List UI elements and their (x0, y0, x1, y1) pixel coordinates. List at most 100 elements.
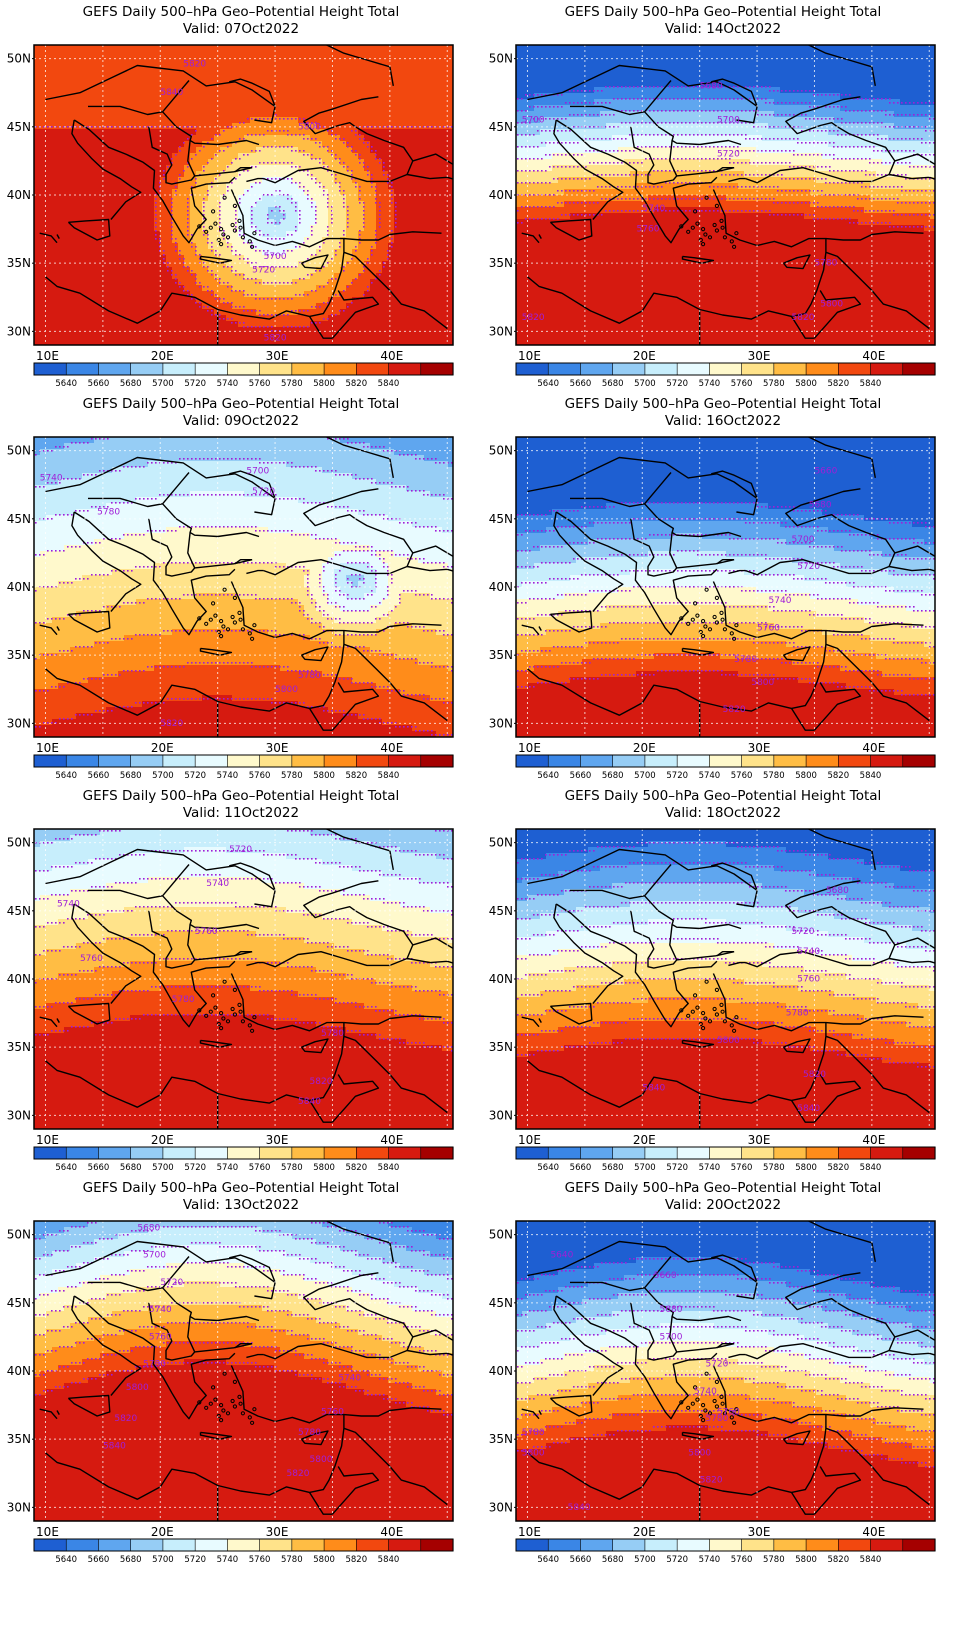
contour-label: 5780 (522, 1428, 545, 1438)
height-field: 5680 5700 5720 5740 5760 5780 5740 5800 5760 5820… (34, 1221, 453, 1521)
latitude-label: 30N (7, 716, 31, 730)
colorbar-swatch (838, 1538, 872, 1552)
contour-label: 5800 (126, 1383, 149, 1393)
contour-label: 5820 (723, 705, 746, 715)
colorbar-swatch (227, 754, 261, 768)
colorbar-label: 5840 (860, 1555, 882, 1565)
colorbar-label: 5760 (249, 379, 271, 389)
contour-label: 5800 (298, 122, 321, 132)
colorbar-swatch (98, 362, 132, 376)
contour-label: 5740 (694, 1387, 717, 1397)
colorbar-label: 5720 (184, 1163, 206, 1173)
valid-date: 09Oct2022 (224, 413, 299, 429)
colorbar-label: 5640 (537, 1163, 559, 1173)
colorbar-swatch (227, 1146, 261, 1160)
colorbar-label: 5720 (184, 379, 206, 389)
colorbar-swatch (323, 754, 357, 768)
colorbar-swatch (388, 362, 422, 376)
contour-label: 5760 (321, 1407, 344, 1417)
colorbar-label: 5780 (763, 1163, 785, 1173)
colorbar-label: 5660 (570, 379, 592, 389)
colorbar-swatch (291, 1146, 325, 1160)
colorbar-swatch (773, 1538, 807, 1552)
colorbar-label: 5680 (602, 771, 624, 781)
colorbar-label: 5840 (860, 771, 882, 781)
colorbar-swatch (515, 754, 549, 768)
colorbar: 5640 5660 5680 5700 5720 5740 5760 5780 5800 5820… (33, 1538, 454, 1565)
map-panel: GEFS Daily 500–hPa Geo–Potential Height … (482, 0, 964, 410)
contour-label: 5740 (642, 204, 665, 214)
colorbar: 5640 5660 5680 5700 5720 5740 5760 5780 5800 5820… (515, 1538, 936, 1565)
colorbar-label: 5660 (88, 379, 110, 389)
latitude-label: 30N (489, 1500, 513, 1514)
contour-label: 5820 (287, 1469, 310, 1479)
colorbar: 5640 5660 5680 5700 5720 5740 5760 5780 5800 5820… (515, 1146, 936, 1173)
graticule (516, 829, 935, 1129)
longitude-label: 30E (748, 1525, 771, 1539)
colorbar-swatch (33, 1146, 67, 1160)
colorbar-label: 5800 (795, 1163, 817, 1173)
colorbar-label: 5780 (763, 379, 785, 389)
colorbar-swatch (162, 1538, 196, 1552)
latitude-label: 30N (7, 1500, 31, 1514)
colorbar-label: 5800 (313, 379, 335, 389)
colorbar-label: 5720 (184, 771, 206, 781)
colorbar-swatch (547, 1538, 582, 1552)
contour-label: 5660 (814, 467, 837, 477)
contour-label: 5700 (792, 535, 815, 545)
colorbar-swatch (644, 1538, 678, 1552)
contour-lines (517, 86, 935, 228)
colorbar: 5640 5660 5680 5700 5720 5740 5760 5780 5800 5820… (33, 1146, 454, 1173)
colorbar-label: 5800 (795, 379, 817, 389)
valid-prefix: Valid: (183, 413, 224, 429)
colorbar-swatch (130, 1538, 164, 1552)
contour-lines (35, 1222, 453, 1416)
colorbar-label: 5760 (731, 379, 753, 389)
contour-label: 5780 (172, 995, 195, 1005)
contour-label: 5840 (797, 1104, 820, 1114)
contour-label: 5760 (717, 1407, 740, 1417)
latitude-label: 35N (7, 1432, 31, 1446)
height-field: 5640566056805700572057405760578057805800… (516, 1221, 935, 1521)
valid-prefix: Valid: (183, 805, 224, 821)
contour-label: 5720 (252, 266, 275, 276)
colorbar-label: 5720 (666, 1163, 688, 1173)
colorbar-swatch (420, 1538, 454, 1552)
colorbar-swatch (323, 1146, 357, 1160)
colorbar-label: 5780 (281, 1163, 303, 1173)
longitude-label: 20E (151, 349, 174, 363)
longitude-label: 40E (380, 349, 403, 363)
colorbar-swatch (805, 1146, 839, 1160)
longitude-label: 10E (518, 741, 541, 755)
colorbar-label: 5700 (152, 771, 174, 781)
contour-label: 5760 (149, 1332, 172, 1342)
colorbar-swatch (676, 754, 710, 768)
colorbar-label: 5820 (827, 1163, 849, 1173)
colorbar: 5640 5660 5680 5700 5720 5740 5760 5780 5800 5820… (33, 754, 454, 781)
contour-label: 5780 (786, 1009, 809, 1019)
valid-date: 11Oct2022 (224, 805, 299, 821)
colorbar-swatch (547, 754, 582, 768)
longitude-label: 10E (518, 1525, 541, 1539)
longitude-label: 20E (151, 1525, 174, 1539)
colorbar-swatch (612, 1146, 646, 1160)
colorbar-swatch (33, 1538, 67, 1552)
panel-title: GEFS Daily 500–hPa Geo–Potential Height … (482, 1180, 964, 1197)
colorbar-swatch (838, 754, 872, 768)
valid-prefix: Valid: (665, 1197, 706, 1213)
colorbar-label: 5740 (699, 1555, 721, 1565)
colorbar-label: 5660 (570, 771, 592, 781)
panel-title: GEFS Daily 500–hPa Geo–Potential Height … (482, 4, 964, 21)
valid-date: 16Oct2022 (706, 413, 781, 429)
contour-label: 5840 (568, 1503, 591, 1513)
colorbar-label: 5760 (731, 1555, 753, 1565)
colorbar-swatch (162, 1146, 196, 1160)
colorbar-swatch (388, 1538, 422, 1552)
latitude-label: 35N (7, 648, 31, 662)
colorbar-swatch (580, 1146, 614, 1160)
longitude-label: 30E (748, 349, 771, 363)
latitude-label: 40N (489, 1364, 513, 1378)
longitude-label: 40E (380, 1525, 403, 1539)
graticule (516, 1221, 935, 1521)
colorbar-swatch (709, 1146, 743, 1160)
